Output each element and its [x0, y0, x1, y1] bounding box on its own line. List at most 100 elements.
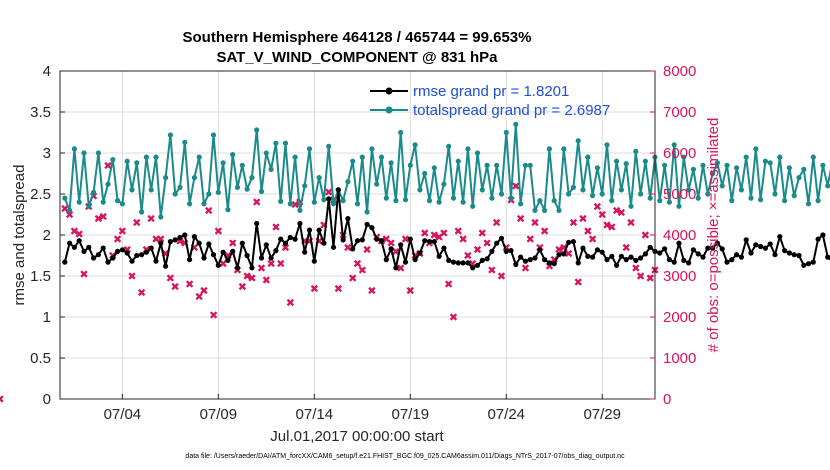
rmse-point — [263, 242, 269, 248]
totalspread-point — [254, 127, 260, 133]
obs-assimilated-marker: ✖ — [276, 258, 285, 271]
obs-assimilated-marker: ✖ — [286, 297, 295, 310]
rmse-point — [762, 245, 769, 251]
obs-assimilated-marker: ✖ — [180, 237, 189, 250]
rmse-point — [306, 227, 313, 233]
totalspread-point — [62, 195, 68, 201]
rmse-point — [62, 259, 68, 265]
totalspread-point — [76, 199, 82, 205]
rmse-point — [71, 244, 77, 250]
obs-assimilated-marker: ✖ — [497, 270, 506, 283]
y-axis-label: rmse and totalspread — [11, 165, 28, 306]
y-tick-label: 1.5 — [30, 268, 51, 285]
obs-assimilated-marker: ✖ — [209, 309, 218, 322]
rmse-point — [316, 227, 322, 233]
obs-assimilated-marker: ✖ — [401, 233, 410, 246]
rmse-point — [407, 236, 413, 242]
obs-assimilated-marker: ✖ — [569, 217, 578, 230]
rmse-point — [354, 238, 361, 244]
totalspread-point — [417, 187, 423, 193]
rmse-point — [729, 257, 735, 263]
totalspread-point — [134, 160, 140, 166]
totalspread-point — [695, 195, 701, 201]
totalspread-point — [657, 198, 663, 204]
y-right-tick-label: 4000 — [663, 227, 696, 244]
rmse-point — [542, 257, 548, 263]
rmse-point — [234, 265, 241, 271]
obs-assimilated-marker: ✖ — [300, 235, 309, 248]
obs-assimilated-marker: ✖ — [171, 280, 180, 293]
rmse-point — [662, 246, 668, 252]
obs-assimilated-marker: ✖ — [252, 196, 261, 209]
totalspread-point — [172, 191, 178, 197]
totalspread-point — [570, 184, 577, 190]
totalspread-point — [378, 154, 385, 160]
rmse-point — [710, 245, 716, 251]
rmse-point — [76, 238, 82, 244]
obs-assimilated-marker: ✖ — [545, 260, 554, 273]
totalspread-point — [518, 201, 524, 207]
totalspread-point — [599, 191, 605, 197]
totalspread-point — [719, 183, 725, 189]
x-tick-label: 07/14 — [296, 406, 334, 423]
totalspread-point — [450, 195, 457, 201]
rmse-point — [148, 245, 154, 251]
rmse-point — [441, 245, 447, 251]
obs-assimilated-marker: ✖ — [262, 274, 271, 287]
obs-assimilated-marker: ✖ — [65, 209, 74, 222]
totalspread-point — [86, 203, 92, 209]
totalspread-point — [623, 161, 629, 167]
totalspread-point — [316, 175, 322, 181]
rmse-point — [700, 254, 706, 260]
totalspread-point — [753, 146, 759, 152]
obs-assimilated-marker: ✖ — [271, 221, 280, 234]
rmse-point — [398, 242, 404, 248]
rmse-point — [518, 254, 524, 260]
rmse-point — [657, 250, 663, 256]
totalspread-point — [662, 162, 668, 168]
obs-assimilated-marker: ✖ — [343, 241, 352, 254]
obs-assimilated-marker: ✖ — [593, 200, 602, 213]
totalspread-point — [825, 183, 830, 189]
rmse-point — [561, 251, 567, 257]
totalspread-point — [743, 154, 749, 160]
obs-assimilated-marker: ✖ — [353, 258, 362, 271]
obs-assimilated-marker: ✖ — [530, 217, 539, 230]
obs-assimilated-marker: ✖ — [358, 264, 367, 277]
obs-assimilated-marker: ✖ — [267, 258, 276, 271]
rmse-point — [796, 252, 802, 259]
totalspread-point — [206, 191, 212, 197]
rmse-point — [786, 250, 793, 256]
y-right-tick-label: 8000 — [663, 63, 696, 80]
totalspread-point — [239, 162, 245, 168]
rmse-point — [537, 247, 543, 253]
totalspread-point — [532, 207, 538, 213]
obs-assimilated-marker: ✖ — [382, 233, 391, 246]
obs-assimilated-marker: ✖ — [492, 217, 501, 230]
totalspread-point — [786, 165, 793, 171]
totalspread-point — [187, 201, 193, 207]
rmse-point — [302, 249, 308, 255]
rmse-point — [551, 261, 557, 267]
rmse-point — [172, 237, 178, 243]
totalspread-point — [527, 162, 533, 168]
obs-assimilated-marker: ✖ — [175, 235, 184, 248]
totalspread-point — [124, 158, 130, 164]
obs-assimilated-marker: ✖ — [132, 217, 141, 230]
rmse-point — [628, 254, 634, 260]
rmse-point — [282, 240, 289, 246]
rmse-point — [580, 245, 586, 251]
totalspread-point — [210, 132, 217, 138]
obs-assimilated-marker: ✖ — [247, 272, 256, 285]
rmse-point — [460, 260, 466, 266]
rmse-point — [450, 259, 457, 265]
totalspread-point — [498, 191, 505, 197]
obs-assimilated-marker: ✖ — [127, 270, 136, 283]
legend-label-rmse: rmse grand pr = 1.8201 — [413, 83, 569, 100]
rmse-point — [604, 257, 610, 263]
rmse-point — [67, 240, 73, 246]
totalspread-point — [508, 195, 514, 201]
y-tick-label: 0 — [43, 391, 51, 408]
rmse-point — [436, 253, 442, 259]
totalspread-point — [758, 197, 764, 203]
